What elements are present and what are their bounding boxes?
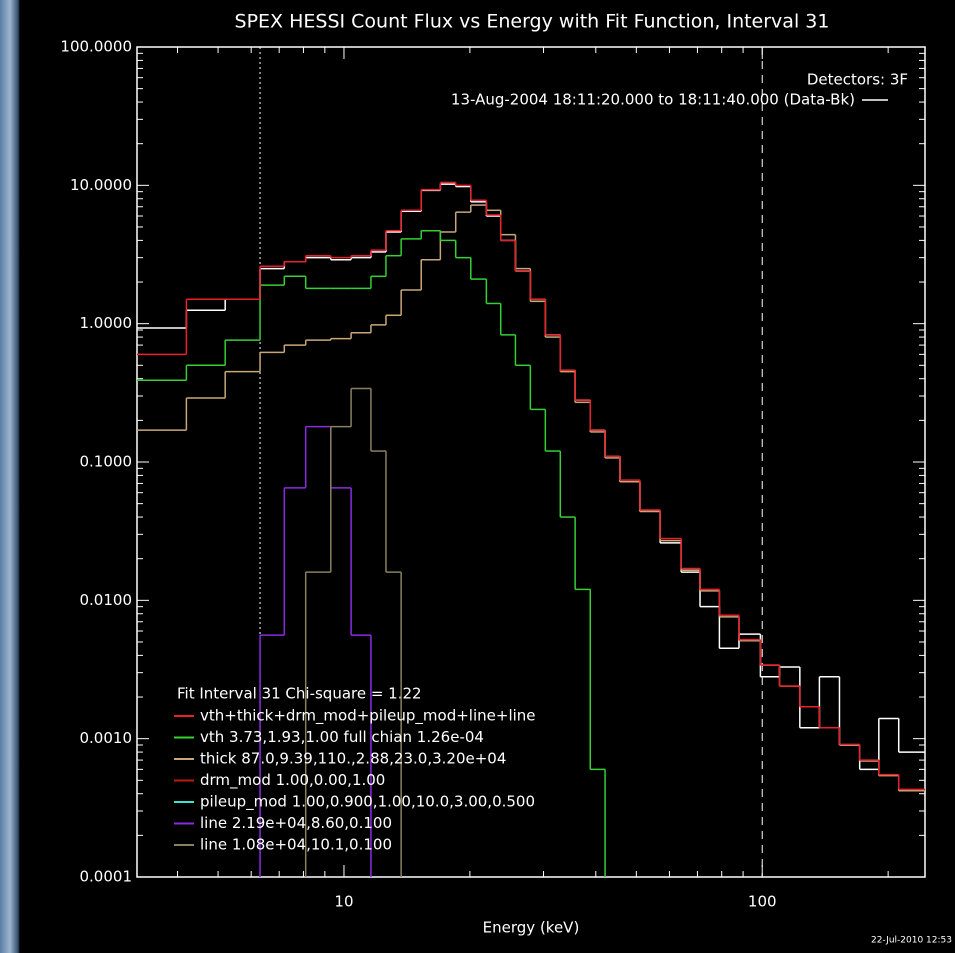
- legend-label: drm_mod 1.00,0.00,1.00: [200, 771, 385, 790]
- fit-header: Fit Interval 31 Chi-square = 1.22: [177, 685, 422, 703]
- x-tick-label: 10: [334, 893, 353, 911]
- y-tick-label: 0.0010: [80, 729, 133, 747]
- chart-title: SPEX HESSI Count Flux vs Energy with Fit…: [235, 11, 830, 33]
- y-tick-label: 1.0000: [80, 314, 133, 332]
- timestamp: 22-Jul-2010 12:53: [871, 936, 952, 946]
- legend-label: pileup_mod 1.00,0.900,1.00,10.0,3.00,0.5…: [200, 793, 535, 812]
- legend-label: vth+thick+drm_mod+pileup_mod+line+line: [200, 707, 536, 726]
- plot-window: [20, 0, 955, 953]
- y-tick-label: 10.0000: [70, 176, 132, 194]
- x-axis-label: Energy (keV): [483, 919, 580, 937]
- legend-label: vth 3.73,1.93,1.00 full chian 1.26e-04: [200, 728, 484, 746]
- y-tick-label: 0.0100: [80, 591, 133, 609]
- y-tick-label: 0.0001: [80, 868, 133, 886]
- legend-label: line 2.19e+04,8.60,0.100: [200, 814, 392, 832]
- legend-label: thick 87.0,9.39,110.,2.88,23.0,3.20e+04: [200, 750, 506, 768]
- x-tick-label: 100: [748, 893, 777, 911]
- y-tick-label: 0.1000: [80, 453, 133, 471]
- y-tick-label: 100.0000: [60, 38, 132, 56]
- legend-label: line 1.08e+04,10.1,0.100: [200, 836, 392, 854]
- data-legend: 13-Aug-2004 18:11:20.000 to 18:11:40.000…: [451, 91, 855, 109]
- detectors: Detectors: 3F: [807, 71, 908, 89]
